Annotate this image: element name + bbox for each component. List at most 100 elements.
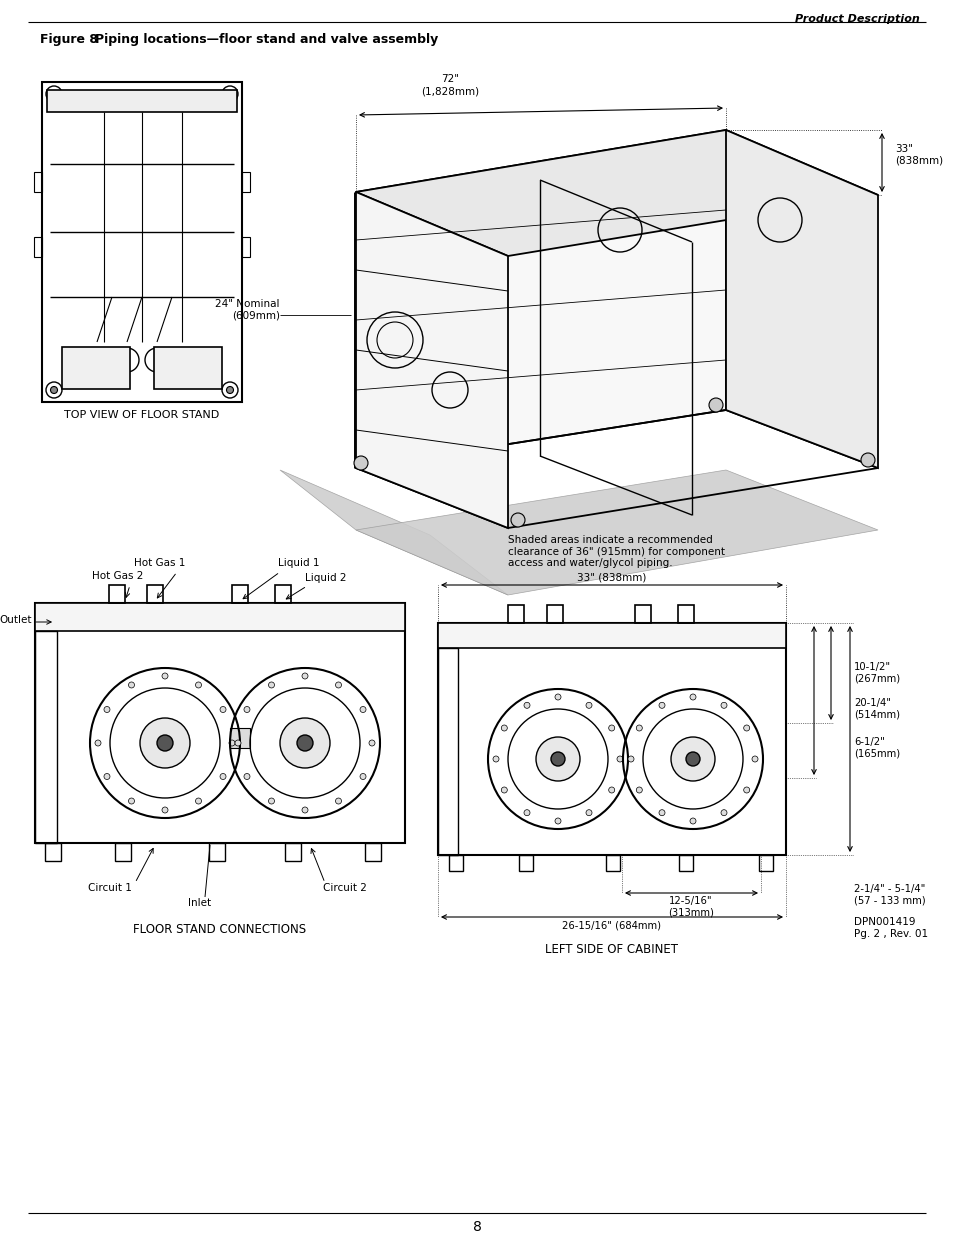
Circle shape: [555, 818, 560, 824]
Circle shape: [585, 703, 592, 709]
Text: Circuit 2: Circuit 2: [323, 883, 367, 893]
Circle shape: [659, 810, 664, 815]
Circle shape: [268, 798, 274, 804]
Circle shape: [523, 703, 530, 709]
Bar: [34, 237, 42, 257]
Circle shape: [51, 90, 57, 98]
Bar: [35, 603, 405, 631]
Polygon shape: [280, 471, 507, 595]
Text: FLOOR STAND CONNECTIONS: FLOOR STAND CONNECTIONS: [133, 923, 306, 936]
Text: Liquid 1: Liquid 1: [277, 558, 319, 568]
Text: Hot Gas 1: Hot Gas 1: [134, 558, 186, 568]
Text: Hot Gas 2: Hot Gas 2: [92, 571, 144, 580]
Circle shape: [617, 756, 622, 762]
Circle shape: [608, 725, 614, 731]
Circle shape: [708, 398, 722, 412]
Circle shape: [244, 706, 250, 713]
Circle shape: [268, 682, 274, 688]
Circle shape: [296, 735, 313, 751]
Circle shape: [51, 387, 57, 394]
Circle shape: [162, 673, 168, 679]
Circle shape: [229, 740, 234, 746]
Circle shape: [226, 90, 233, 98]
Bar: [678, 605, 693, 622]
Bar: [45, 844, 61, 861]
Text: 20-1/4"
(514mm): 20-1/4" (514mm): [853, 698, 899, 720]
Text: Liquid 2: Liquid 2: [305, 573, 346, 583]
Bar: [285, 844, 301, 861]
Circle shape: [220, 706, 226, 713]
Polygon shape: [355, 191, 507, 529]
Circle shape: [689, 818, 696, 824]
Bar: [230, 727, 250, 748]
Text: Inlet: Inlet: [189, 898, 212, 908]
Circle shape: [280, 718, 330, 768]
Circle shape: [689, 694, 696, 700]
Text: DPN001419
Pg. 2 , Rev. 01: DPN001419 Pg. 2 , Rev. 01: [853, 918, 927, 939]
Circle shape: [335, 798, 341, 804]
Circle shape: [302, 673, 308, 679]
Bar: [42, 82, 242, 403]
Bar: [365, 844, 380, 861]
Circle shape: [220, 773, 226, 779]
Bar: [635, 605, 650, 622]
Text: 24" Nominal
(609mm): 24" Nominal (609mm): [215, 299, 280, 321]
Circle shape: [129, 798, 134, 804]
Circle shape: [627, 756, 634, 762]
Circle shape: [104, 706, 110, 713]
Bar: [47, 90, 236, 112]
Bar: [437, 622, 785, 855]
Circle shape: [685, 752, 700, 766]
Bar: [242, 172, 250, 191]
Circle shape: [95, 740, 101, 746]
Bar: [153, 347, 222, 389]
Circle shape: [129, 682, 134, 688]
Bar: [35, 603, 405, 844]
Bar: [35, 631, 57, 844]
Circle shape: [743, 787, 749, 793]
Bar: [274, 585, 291, 603]
Circle shape: [369, 740, 375, 746]
Circle shape: [226, 387, 233, 394]
Text: Circuit 1: Circuit 1: [88, 883, 132, 893]
Circle shape: [751, 756, 758, 762]
Polygon shape: [355, 130, 877, 256]
Circle shape: [551, 752, 564, 766]
Circle shape: [354, 456, 368, 471]
Bar: [242, 237, 250, 257]
Circle shape: [493, 756, 498, 762]
Circle shape: [861, 453, 874, 467]
Circle shape: [720, 703, 726, 709]
Text: 8: 8: [472, 1220, 481, 1234]
Text: 33" (838mm): 33" (838mm): [577, 572, 646, 582]
Bar: [507, 605, 523, 622]
Text: LEFT SIDE OF CABINET: LEFT SIDE OF CABINET: [545, 944, 678, 956]
Circle shape: [670, 737, 714, 781]
Polygon shape: [355, 471, 877, 595]
Bar: [109, 585, 125, 603]
Circle shape: [608, 787, 614, 793]
Bar: [209, 844, 225, 861]
Circle shape: [500, 725, 507, 731]
Circle shape: [302, 806, 308, 813]
Circle shape: [511, 513, 524, 527]
Bar: [62, 347, 130, 389]
Text: 26-15/16" (684mm): 26-15/16" (684mm): [562, 920, 660, 930]
Bar: [147, 585, 163, 603]
Bar: [34, 172, 42, 191]
Bar: [437, 648, 457, 855]
Bar: [605, 855, 619, 871]
Text: 2-1/4" - 5-1/4"
(57 - 133 mm): 2-1/4" - 5-1/4" (57 - 133 mm): [853, 884, 924, 905]
Circle shape: [359, 773, 366, 779]
Circle shape: [585, 810, 592, 815]
Bar: [115, 844, 131, 861]
Text: Product Description: Product Description: [795, 14, 919, 23]
Text: 12-5/16"
(313mm): 12-5/16" (313mm): [667, 897, 713, 918]
Text: Piping locations—floor stand and valve assembly: Piping locations—floor stand and valve a…: [95, 33, 437, 46]
Bar: [518, 855, 533, 871]
Text: 10-1/2"
(267mm): 10-1/2" (267mm): [853, 662, 900, 684]
Circle shape: [195, 682, 201, 688]
Text: TOP VIEW OF FLOOR STAND: TOP VIEW OF FLOOR STAND: [64, 410, 219, 420]
Bar: [679, 855, 692, 871]
Circle shape: [743, 725, 749, 731]
